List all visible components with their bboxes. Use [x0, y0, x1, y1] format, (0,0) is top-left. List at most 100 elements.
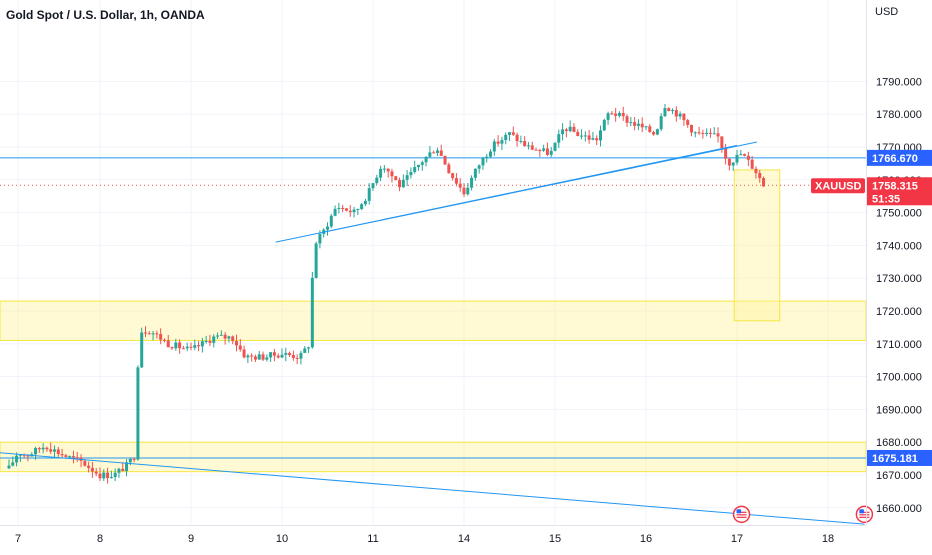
candle-body — [447, 164, 451, 174]
candle-body — [238, 345, 242, 350]
candle-body — [390, 171, 394, 177]
candle-body — [151, 333, 155, 335]
candle-body — [348, 210, 352, 213]
candle-body — [159, 334, 163, 340]
level-label-text: 1766.670 — [872, 153, 918, 165]
target-box — [733, 169, 781, 322]
trendlines[interactable] — [0, 141, 865, 525]
candle-body — [318, 233, 322, 244]
time-tick-label: 14 — [458, 533, 470, 545]
candle-body — [708, 132, 712, 134]
price-tag-text: 1758.315 — [872, 180, 918, 192]
candle-body — [591, 138, 595, 140]
price-tick-label: 1780.000 — [876, 109, 922, 121]
candle-body — [504, 134, 508, 141]
candles — [7, 103, 766, 484]
candle-body — [636, 123, 640, 126]
candle-body — [451, 173, 455, 179]
falling-trendline[interactable] — [0, 452, 865, 525]
candle-body — [219, 334, 223, 336]
candle-body — [106, 472, 110, 479]
candle-body — [11, 462, 15, 466]
candle-body — [492, 141, 496, 152]
candle-body — [109, 477, 113, 479]
event-markers[interactable] — [732, 505, 874, 524]
us-flag-event-marker-2[interactable] — [855, 505, 874, 524]
candle-body — [435, 150, 439, 153]
us-flag-event-marker-1[interactable] — [732, 505, 751, 524]
candle-body — [200, 341, 204, 347]
candle-body — [428, 152, 432, 157]
support-zone-lower — [0, 441, 867, 473]
candle-body — [45, 447, 49, 450]
candle-body — [64, 455, 68, 457]
candle-body — [720, 136, 724, 148]
candle-body — [204, 340, 208, 342]
candle-body — [276, 355, 280, 358]
candle-body — [549, 150, 553, 155]
candle-body — [477, 165, 481, 169]
candle-body — [659, 116, 663, 130]
candle-body — [41, 447, 45, 450]
candle-body — [26, 454, 30, 457]
candle-body — [413, 167, 417, 172]
candle-body — [727, 158, 731, 166]
candle-body — [265, 357, 269, 360]
time-tick-label: 15 — [549, 533, 561, 545]
candle-body — [538, 150, 542, 152]
candle-body — [735, 154, 739, 163]
candle-body — [291, 355, 295, 358]
candle-body — [189, 346, 193, 348]
candle-body — [697, 132, 701, 134]
candle-body — [731, 162, 735, 166]
candle-body — [53, 449, 56, 452]
candle-body — [542, 148, 546, 151]
zones — [0, 169, 867, 473]
candle-body — [352, 209, 356, 213]
candle-body — [500, 140, 504, 144]
candle-body — [37, 448, 41, 450]
price-tick-label: 1700.000 — [876, 372, 922, 384]
candle-body — [682, 113, 686, 121]
candle-body — [272, 352, 276, 356]
candle-body — [394, 176, 398, 181]
price-tick-label: 1710.000 — [876, 339, 922, 351]
symbol-tag-text: XAUUSD — [815, 180, 862, 192]
level-label-text: 1675.181 — [872, 453, 918, 465]
candle-body — [583, 135, 587, 137]
candle-body — [754, 168, 758, 174]
price-tick-label: 1670.000 — [876, 470, 922, 482]
candle-body — [337, 207, 341, 209]
candle-body — [253, 356, 257, 360]
candle-body — [739, 154, 743, 156]
candle-body — [174, 342, 178, 349]
candle-body — [71, 456, 75, 458]
candle-body — [147, 333, 151, 335]
candle-body — [307, 347, 311, 349]
price-tick-label: 1740.000 — [876, 240, 922, 252]
candle-body — [443, 155, 447, 165]
candle-body — [132, 458, 136, 460]
candle-body — [303, 348, 307, 353]
price-tick-label: 1720.000 — [876, 306, 922, 318]
candle-body — [68, 456, 72, 458]
candle-body — [515, 134, 519, 142]
candle-body — [117, 468, 121, 473]
candle-body — [162, 339, 166, 341]
candle-body — [363, 200, 367, 205]
candle-body — [83, 460, 87, 466]
candle-body — [113, 472, 117, 478]
rising-trendline-b[interactable] — [322, 144, 738, 233]
price-axis[interactable]: 1660.000 1670.000 1680.000 1690.000 1700.000… — [876, 76, 922, 514]
candle-body — [625, 116, 629, 123]
time-tick-label: 7 — [15, 533, 21, 545]
candle-body — [701, 133, 705, 135]
support-level-label: 1675.181 — [867, 449, 932, 466]
time-axis[interactable]: 7 8 9 10 11 14 15 16 17 18 — [15, 533, 834, 545]
candle-body — [121, 468, 125, 472]
candle-body — [424, 156, 428, 163]
candle-body — [216, 335, 220, 337]
price-tick-label: 1750.000 — [876, 208, 922, 220]
